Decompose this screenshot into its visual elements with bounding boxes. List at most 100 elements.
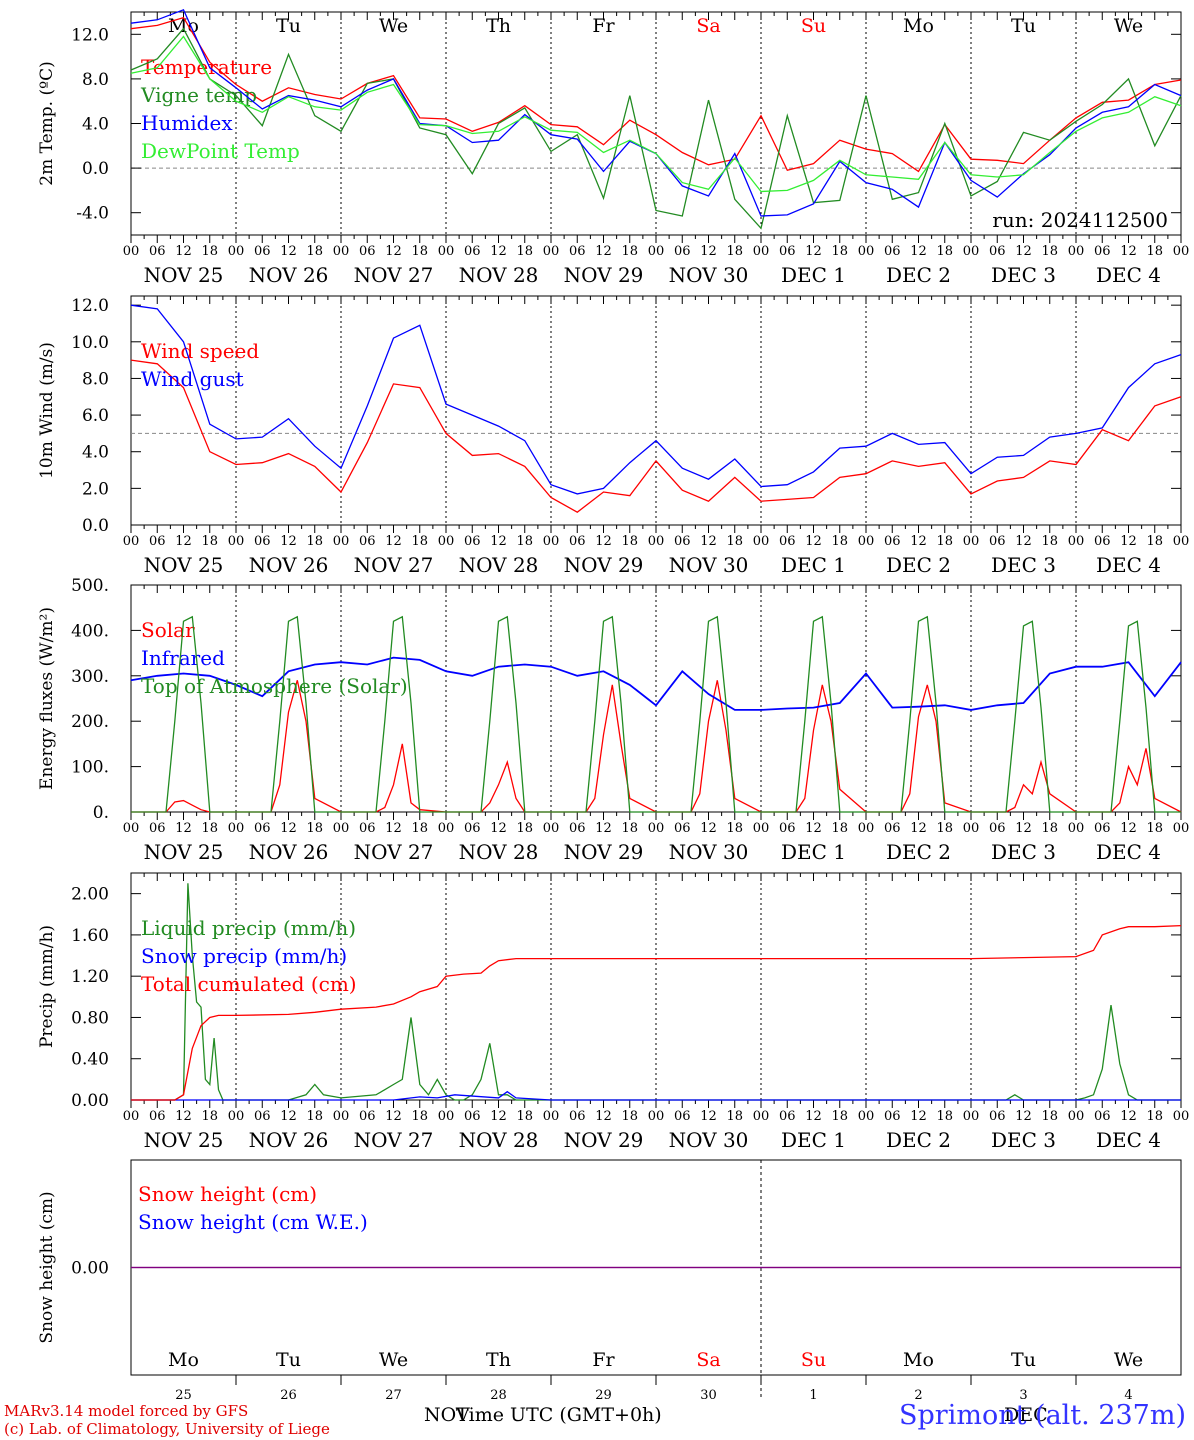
hour-tick-label: 12 — [805, 244, 822, 259]
hour-tick-label: 18 — [1041, 821, 1058, 836]
hour-tick-label: 06 — [359, 534, 376, 549]
date-label: NOV 28 — [459, 840, 539, 864]
y-axis-label: Precip (mm/h) — [37, 925, 57, 1048]
hour-tick-label: 00 — [648, 534, 665, 549]
hour-tick-label: 18 — [201, 534, 218, 549]
weekday-label: Tu — [276, 1349, 301, 1371]
hour-tick-label: 00 — [228, 244, 245, 259]
hour-tick-label: 12 — [175, 821, 192, 836]
legend-entry: Top of Atmosphere (Solar) — [141, 674, 408, 698]
y-tick-label: 0. — [93, 803, 109, 823]
hour-tick-label: 06 — [254, 244, 271, 259]
hour-tick-label: 18 — [726, 534, 743, 549]
hour-tick-label: 12 — [490, 244, 507, 259]
hour-tick-label: 00 — [648, 244, 665, 259]
hour-tick-label: 06 — [254, 534, 271, 549]
hour-tick-label: 12 — [1015, 534, 1032, 549]
hour-tick-label: 18 — [516, 821, 533, 836]
hour-tick-label: 12 — [595, 244, 612, 259]
hour-tick-label: 00 — [123, 821, 140, 836]
hour-tick-label: 00 — [858, 1109, 875, 1124]
hour-tick-label: 06 — [464, 821, 481, 836]
y-tick-label: 10.0 — [71, 333, 109, 353]
hour-tick-label: 12 — [910, 1109, 927, 1124]
series-line-precip-1 — [131, 1090, 1181, 1101]
legend-entry: Snow precip (mm/h) — [141, 944, 347, 968]
hour-tick-label: 06 — [569, 534, 586, 549]
hour-tick-label: 00 — [123, 1109, 140, 1124]
series-line-energy-2 — [131, 615, 1181, 813]
hour-tick-label: 06 — [674, 244, 691, 259]
hour-tick-label: 18 — [936, 244, 953, 259]
hour-tick-label: 00 — [123, 244, 140, 259]
legend-entry: DewPoint Temp — [141, 139, 300, 163]
series-line-temperature-0 — [130, 16, 1182, 173]
date-label: DEC 2 — [886, 840, 951, 864]
hour-tick-label: 18 — [831, 821, 848, 836]
hour-tick-label: 06 — [674, 534, 691, 549]
hour-tick-label: 12 — [1015, 244, 1032, 259]
hour-tick-label: 06 — [989, 244, 1006, 259]
hour-tick-label: 18 — [516, 1109, 533, 1124]
hour-tick-label: 12 — [700, 244, 717, 259]
hour-tick-label: 00 — [123, 534, 140, 549]
hour-tick-label: 00 — [1068, 1109, 1085, 1124]
y-tick-label: 8.0 — [82, 369, 109, 389]
date-label: NOV 30 — [669, 553, 749, 577]
hour-tick-label: 18 — [1146, 1109, 1163, 1124]
hour-tick-label: 00 — [333, 534, 350, 549]
date-label: NOV 29 — [564, 1128, 644, 1152]
hour-tick-label: 06 — [884, 244, 901, 259]
date-label: NOV 26 — [249, 840, 329, 864]
hour-tick-label: 12 — [175, 534, 192, 549]
hour-tick-label: 00 — [648, 821, 665, 836]
hour-tick-label: 00 — [228, 534, 245, 549]
weekday-label: We — [1114, 1349, 1143, 1371]
date-label: NOV 28 — [459, 553, 539, 577]
hour-tick-label: 12 — [1015, 1109, 1032, 1124]
date-label: DEC 3 — [991, 553, 1056, 577]
hour-tick-label: 18 — [1146, 534, 1163, 549]
hour-tick-label: 12 — [280, 1109, 297, 1124]
y-tick-label: 0.00 — [71, 1091, 109, 1111]
hour-tick-label: 18 — [621, 244, 638, 259]
hour-tick-label: 00 — [333, 1109, 350, 1124]
hour-tick-label: 12 — [805, 821, 822, 836]
weekday-label: We — [379, 15, 408, 37]
hour-tick-label: 00 — [1173, 244, 1190, 259]
weekday-label: Fr — [592, 15, 615, 37]
date-label: DEC 1 — [781, 840, 846, 864]
date-label: DEC 4 — [1096, 1128, 1161, 1152]
date-label: DEC 2 — [886, 553, 951, 577]
date-label: NOV 27 — [354, 553, 434, 577]
hour-tick-label: 00 — [438, 244, 455, 259]
weekday-label: Mo — [903, 1349, 934, 1371]
hour-tick-label: 12 — [700, 821, 717, 836]
legend-entry: Infrared — [141, 646, 225, 670]
series-line-temperature-1 — [130, 27, 1182, 230]
plot-frame-wind — [130, 295, 1182, 526]
hour-tick-label: 00 — [858, 244, 875, 259]
hour-tick-label: 00 — [858, 534, 875, 549]
hour-tick-label: 18 — [726, 244, 743, 259]
hour-tick-label: 06 — [569, 244, 586, 259]
date-label: DEC 4 — [1096, 263, 1161, 287]
hour-tick-label: 06 — [359, 244, 376, 259]
y-tick-label: 2.0 — [82, 479, 109, 499]
hour-tick-label: 12 — [280, 821, 297, 836]
hour-tick-label: 06 — [359, 1109, 376, 1124]
weekday-label: Tu — [276, 15, 301, 37]
hour-tick-label: 12 — [910, 821, 927, 836]
hour-tick-label: 18 — [1041, 1109, 1058, 1124]
hour-tick-label: 18 — [1041, 244, 1058, 259]
hour-tick-label: 18 — [621, 534, 638, 549]
meteogram: 12.08.04.00.0-4.02m Temp. (ºC)00 06 12 18 00… — [37, 8, 1190, 1400]
hour-tick-label: 00 — [1068, 244, 1085, 259]
hour-tick-label: 18 — [1041, 534, 1058, 549]
legend-entry: Solar — [141, 618, 195, 642]
y-tick-label: 0.0 — [82, 159, 109, 179]
weekday-label: Sa — [696, 15, 720, 37]
date-label: DEC 3 — [991, 263, 1056, 287]
weekday-label: Th — [486, 1349, 511, 1371]
day-number-label: 27 — [385, 1388, 402, 1400]
